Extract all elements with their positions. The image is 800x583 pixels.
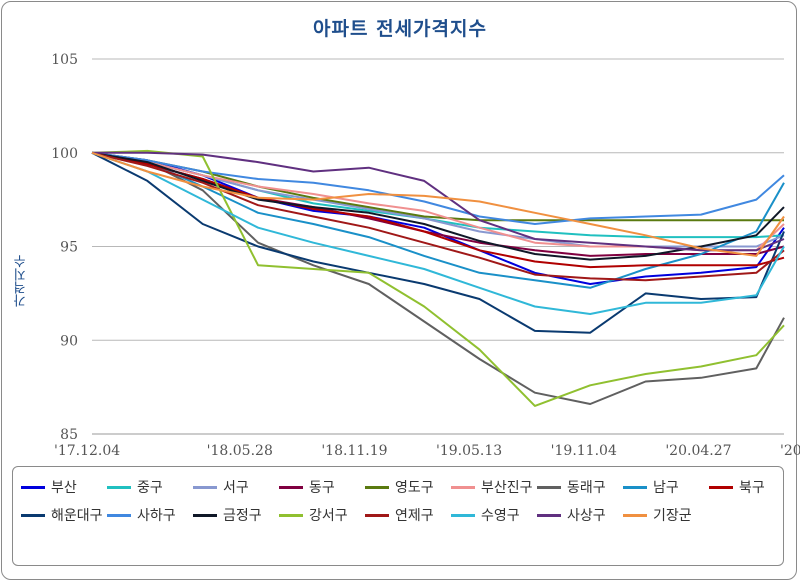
- y-tick-label: 100: [51, 146, 78, 162]
- legend-item-부산: 부산: [21, 477, 77, 497]
- x-tick-label: '19.11.04: [551, 443, 617, 459]
- legend-label: 사상구: [567, 508, 606, 524]
- legend-label: 동래구: [567, 480, 606, 496]
- legend-item-중구: 중구: [107, 477, 163, 497]
- legend-swatch: [193, 513, 217, 517]
- legend-label: 남구: [653, 480, 679, 496]
- legend-swatch: [709, 485, 733, 489]
- legend-label: 사하구: [137, 508, 176, 524]
- legend-swatch: [107, 513, 131, 517]
- legend-label: 금정구: [223, 508, 262, 524]
- legend-swatch: [365, 513, 389, 517]
- legend-label: 영도구: [395, 480, 434, 496]
- series-line-기장군: [91, 151, 785, 257]
- x-tick-labels: '17.12.04 '18.05.28 '18.11.19 '19.05.13 '19.…: [54, 443, 800, 459]
- legend-item-기장군: 기장군: [623, 505, 692, 525]
- legend-label: 서구: [223, 480, 249, 496]
- legend-item-강서구: 강서구: [279, 505, 348, 525]
- legend-swatch: [537, 485, 561, 489]
- series-line-중구: [91, 151, 785, 239]
- legend-swatch: [365, 485, 389, 489]
- legend-label: 중구: [137, 480, 163, 496]
- x-tick-label: '20.04.27: [665, 443, 731, 459]
- legend-swatch: [21, 485, 45, 489]
- y-tick-label: 90: [60, 333, 78, 349]
- x-tick-label: '18.11.19: [321, 443, 387, 459]
- x-tick-label: '18.05.28: [207, 443, 273, 459]
- legend-swatch: [451, 485, 475, 489]
- legend-swatch: [623, 485, 647, 489]
- legend-swatch: [107, 485, 131, 489]
- series-line-해운대구: [91, 151, 785, 334]
- legend-item-수영구: 수영구: [451, 505, 520, 525]
- x-tick-label: '20.10.19: [780, 443, 800, 459]
- series-line-연제구: [91, 151, 785, 282]
- series-line-남구: [91, 151, 785, 289]
- legend-item-해운대구: 해운대구: [21, 505, 103, 525]
- legend-item-부산진구: 부산진구: [451, 477, 533, 497]
- y-tick-label: 85: [60, 427, 78, 443]
- series-line-사상구: [92, 151, 785, 252]
- legend-item-사하구: 사하구: [107, 505, 176, 525]
- series-lines: [91, 149, 785, 407]
- legend-swatch: [451, 513, 475, 517]
- legend-label: 부산진구: [481, 480, 533, 496]
- x-tick-label: '19.05.13: [436, 443, 502, 459]
- legend-label: 기장군: [653, 508, 692, 524]
- legend-label: 동구: [309, 480, 335, 496]
- legend-item-금정구: 금정구: [193, 505, 262, 525]
- series-line-강서구: [91, 149, 785, 407]
- legend-item-사상구: 사상구: [537, 505, 606, 525]
- legend-item-연제구: 연제구: [365, 505, 434, 525]
- legend-label: 해운대구: [51, 508, 103, 524]
- legend-item-남구: 남구: [623, 477, 679, 497]
- legend-swatch: [623, 513, 647, 517]
- legend-swatch: [279, 513, 303, 517]
- legend-item-동구: 동구: [279, 477, 335, 497]
- x-tick-label: '17.12.04: [54, 443, 120, 459]
- series-line-수영구: [91, 151, 785, 315]
- legend-label: 연제구: [395, 508, 434, 524]
- series-line-북구: [91, 151, 785, 269]
- y-tick-label: 95: [60, 240, 78, 256]
- legend-label: 수영구: [481, 508, 520, 524]
- series-line-금정구: [91, 151, 785, 261]
- legend-label: 북구: [739, 480, 765, 496]
- legend-label: 부산: [51, 480, 77, 496]
- chart-title: 아파트 전세가격지수: [313, 18, 487, 40]
- y-tick-label: 105: [51, 52, 78, 68]
- legend-swatch: [537, 513, 561, 517]
- legend-item-북구: 북구: [709, 477, 765, 497]
- series-line-동래구: [91, 151, 785, 405]
- legend-swatch: [21, 513, 45, 517]
- legend-swatch: [279, 485, 303, 489]
- y-tick-labels: 85 90 95 100 105: [51, 52, 78, 443]
- legend-label: 강서구: [309, 508, 348, 524]
- legend-item-영도구: 영도구: [365, 477, 434, 497]
- series-line-사하구: [91, 151, 785, 225]
- legend-item-동래구: 동래구: [537, 477, 606, 497]
- legend-item-서구: 서구: [193, 477, 249, 497]
- legend-swatch: [193, 485, 217, 489]
- series-line-부산: [91, 151, 785, 285]
